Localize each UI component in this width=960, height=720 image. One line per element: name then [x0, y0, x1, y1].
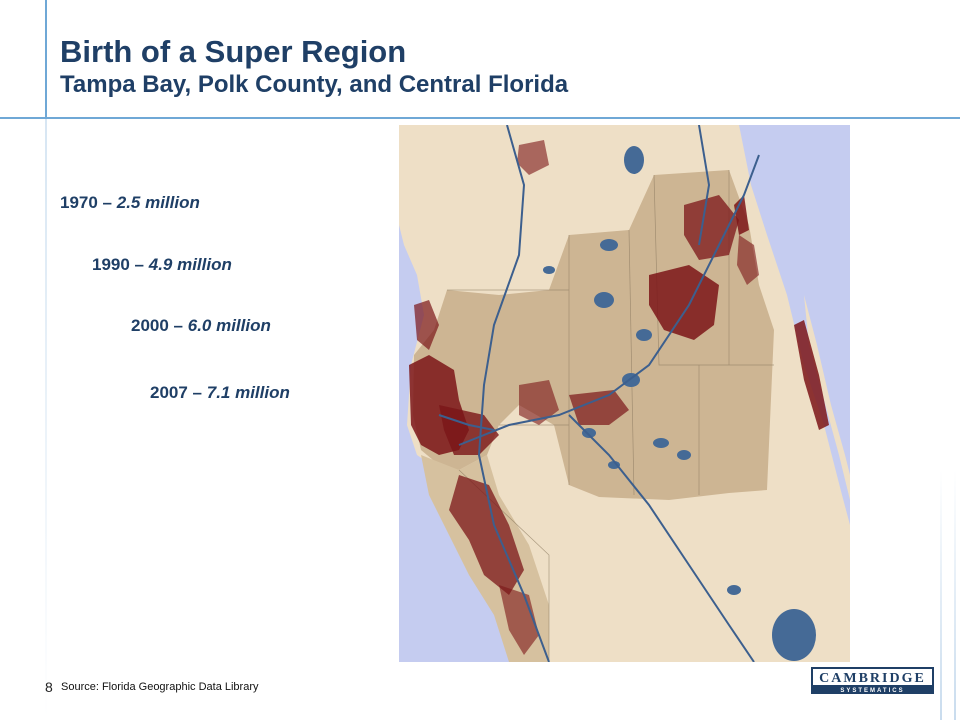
subtitle-line: Tampa Bay, Polk County, and Central Flor…: [60, 71, 569, 98]
right-fade-line: [954, 470, 956, 720]
population-year: 1970: [60, 193, 98, 212]
population-separator: –: [187, 383, 207, 402]
population-year: 2007: [150, 383, 188, 402]
lakes: [543, 146, 816, 661]
cambridge-systematics-logo: CAMBRIDGE SYSTEMATICS: [811, 667, 934, 694]
population-value: 6.0 million: [187, 316, 271, 335]
logo-line2: SYSTEMATICS: [840, 688, 904, 694]
region-map: [399, 125, 850, 662]
super-region: [413, 170, 774, 500]
source-citation: Source: Florida Geographic Data Library: [61, 681, 259, 693]
logo-line1: CAMBRIDGE: [819, 671, 926, 686]
population-1990: 1990 – 4.9 million: [92, 255, 232, 275]
population-separator: –: [168, 316, 188, 335]
page-number: 8: [45, 679, 53, 695]
accent-rule-vertical: [45, 0, 47, 122]
population-value: 7.1 million: [206, 383, 290, 402]
population-year: 1990: [92, 255, 130, 274]
slide-title: Birth of a Super Region Tampa Bay, Polk …: [60, 36, 568, 97]
title-line: Birth of a Super Region: [60, 34, 407, 69]
accent-rule-horizontal: [0, 117, 960, 119]
population-separator: –: [97, 193, 117, 212]
population-value: 2.5 million: [116, 193, 200, 212]
side-fade-line: [45, 119, 47, 720]
barrier-island: [804, 295, 850, 500]
population-year: 2000: [131, 316, 169, 335]
population-separator: –: [129, 255, 149, 274]
population-2000: 2000 – 6.0 million: [131, 316, 271, 336]
highways: [438, 125, 760, 662]
right-fade-line: [940, 470, 942, 720]
population-2007: 2007 – 7.1 million: [150, 383, 290, 403]
population-1970: 1970 – 2.5 million: [60, 193, 200, 213]
urban-areas: [409, 140, 829, 655]
population-value: 4.9 million: [148, 255, 232, 274]
